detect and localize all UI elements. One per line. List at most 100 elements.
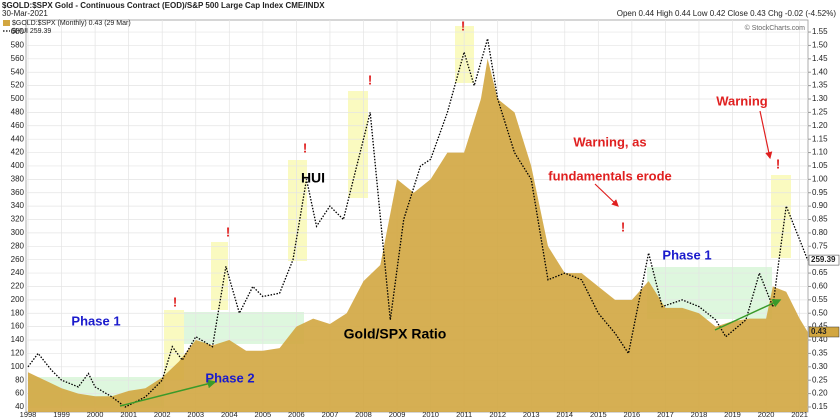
- y2-tick-label: 1.40: [812, 67, 828, 76]
- x-tick-label: 2001: [120, 410, 137, 419]
- x-tick-label: 2004: [221, 410, 238, 419]
- x-tick-label: 2008: [355, 410, 372, 419]
- overlay: HUI Gold/SPX Ratio Phase 1 Phase 2 Phase 1 Wa…: [71, 18, 782, 407]
- y-tick-label: 160: [11, 322, 25, 331]
- y-tick-label: 300: [11, 228, 25, 237]
- x-tick-label: 2003: [187, 410, 204, 419]
- annotation: Warning: [716, 93, 768, 108]
- y2-tick-label: 0.85: [812, 215, 828, 224]
- y-tick-label: 580: [11, 41, 25, 50]
- highlight-box: [288, 160, 307, 261]
- x-tick-label: 2020: [758, 410, 775, 419]
- y2-tick-label: 0.50: [812, 308, 828, 317]
- date: 30-Mar-2021: [2, 9, 48, 18]
- x-tick-label: 2015: [590, 410, 607, 419]
- series: [27, 38, 809, 413]
- y2-tick-label: 0.80: [812, 228, 828, 237]
- y2-tick-label: 0.75: [812, 241, 828, 250]
- y-tick-label: 40: [15, 402, 24, 411]
- y2-tick-label: 1.45: [812, 54, 828, 63]
- y-tick-label: 260: [11, 255, 25, 264]
- legend-label: $HUI 259.39: [12, 28, 51, 35]
- legend-swatch: [3, 20, 10, 26]
- y2-tick-label: 1.05: [812, 161, 828, 170]
- x-tick-label: 2019: [724, 410, 741, 419]
- y-tick-label: 420: [11, 148, 25, 157]
- annotation: fundamentals erode: [548, 168, 672, 183]
- y-tick-label: 380: [11, 174, 25, 183]
- y-tick-label: 80: [15, 375, 24, 384]
- end-label-box: [808, 326, 840, 338]
- y2-tick-label: 0.55: [812, 295, 828, 304]
- y-tick-label: 600: [11, 27, 25, 36]
- quote: Open 0.44 High 0.44 Low 0.42 Close 0.43 …: [617, 9, 837, 18]
- x-tick-label: 2009: [389, 410, 406, 419]
- y2-tick-label: 0.35: [812, 349, 828, 358]
- highlight-boxes: [28, 26, 791, 408]
- x-tick-label: 2018: [691, 410, 708, 419]
- x-tick-label: 2011: [456, 410, 472, 419]
- credit: © StockCharts.com: [745, 24, 806, 32]
- arrow: [594, 183, 619, 207]
- annotation: !: [621, 219, 625, 234]
- area: [28, 58, 808, 413]
- highlight-box: [211, 242, 228, 310]
- y-tick-label: 140: [11, 335, 25, 344]
- y-tick-label: 120: [11, 349, 25, 358]
- annotation: HUI: [301, 170, 325, 186]
- y-tick-label: 240: [11, 268, 25, 277]
- x-tick-label: 2014: [556, 410, 573, 419]
- y2-tick-label: 0.20: [812, 389, 828, 398]
- y-tick-label: 520: [11, 81, 25, 90]
- y-tick-label: 200: [11, 295, 25, 304]
- y2-tick-label: 0.30: [812, 362, 828, 371]
- title: $GOLD:$SPX Gold - Continuous Contract (E…: [2, 1, 325, 10]
- y2-tick-label: 1.25: [812, 108, 828, 117]
- annotation: !: [776, 156, 780, 171]
- arrow: [714, 299, 782, 331]
- y2-tick-label: 0.60: [812, 282, 828, 291]
- y2-tick-label: 0.95: [812, 188, 828, 197]
- x-tick-label: 2016: [624, 410, 641, 419]
- x-tick-label: 2000: [87, 410, 104, 419]
- y-tick-label: 280: [11, 241, 25, 250]
- annotation: Phase 2: [205, 370, 254, 385]
- y-tick-label: 100: [11, 362, 25, 371]
- y-tick-label: 340: [11, 201, 25, 210]
- line: [27, 38, 809, 408]
- y2-tick-label: 1.55: [812, 27, 828, 36]
- y2-tick-label: 1.35: [812, 81, 828, 90]
- x-tick-label: 2006: [288, 410, 305, 419]
- annotation: !: [461, 18, 465, 33]
- x-tick-label: 2002: [154, 410, 171, 419]
- y-tick-label: 460: [11, 121, 25, 130]
- y2-tick-label: 0.40: [812, 335, 828, 344]
- y2-tick-label: 1.00: [812, 174, 828, 183]
- phase-box: [184, 312, 304, 344]
- x-tick-label: 1998: [20, 410, 37, 419]
- y-tick-label: 540: [11, 67, 25, 76]
- annotation: !: [368, 72, 372, 87]
- end-label: 0.43: [811, 327, 827, 336]
- y-tick-label: 500: [11, 94, 25, 103]
- y2-tick-label: 0.25: [812, 375, 828, 384]
- highlight-box: [348, 91, 368, 198]
- y-tick-label: 180: [11, 308, 25, 317]
- annotation: !: [226, 224, 230, 239]
- arrow: [759, 110, 773, 160]
- y-tick-label: 560: [11, 54, 25, 63]
- y-tick-label: 320: [11, 215, 25, 224]
- y2-tick-label: 1.50: [812, 41, 828, 50]
- y2-tick-label: 0.45: [812, 322, 828, 331]
- end-label: 259.39: [811, 255, 836, 264]
- y2-tick-label: 1.30: [812, 94, 828, 103]
- x-tick-label: 2017: [657, 410, 674, 419]
- annotation: !: [173, 294, 177, 309]
- y-tick-label: 220: [11, 282, 25, 291]
- annotation: Warning, as: [573, 134, 646, 149]
- x-tick-label: 2005: [255, 410, 272, 419]
- highlight-box: [771, 175, 791, 258]
- y2-tick-label: 0.15: [812, 402, 828, 411]
